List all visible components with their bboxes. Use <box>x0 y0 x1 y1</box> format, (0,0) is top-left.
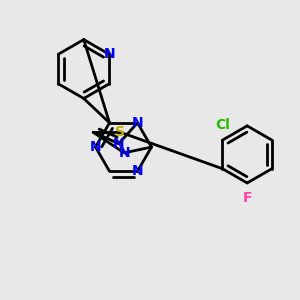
Text: N: N <box>132 164 143 178</box>
Text: N: N <box>103 47 115 61</box>
Text: N: N <box>90 140 101 154</box>
Text: F: F <box>242 191 252 205</box>
Text: S: S <box>115 125 125 139</box>
Text: N: N <box>118 146 130 160</box>
Text: Cl: Cl <box>215 118 230 132</box>
Text: N: N <box>113 136 124 151</box>
Text: N: N <box>132 116 143 130</box>
